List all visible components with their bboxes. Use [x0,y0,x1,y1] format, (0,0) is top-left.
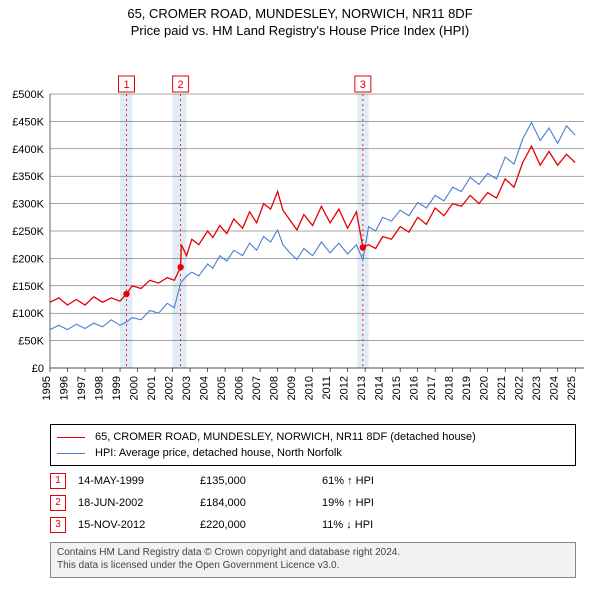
legend: 65, CROMER ROAD, MUNDESLEY, NORWICH, NR1… [50,424,576,466]
x-tick-label: 1996 [59,376,71,400]
title-sub: Price paid vs. HM Land Registry's House … [0,23,600,38]
attribution-footer: Contains HM Land Registry data © Crown c… [50,542,576,578]
event-date: 18-JUN-2002 [78,497,188,509]
x-tick-label: 2011 [321,376,333,400]
event-row: 2 18-JUN-2002 £184,000 19% ↑ HPI [50,492,576,514]
x-tick-label: 2014 [374,376,386,400]
x-tick-label: 2025 [566,376,578,400]
event-price: £220,000 [200,519,310,531]
x-tick-label: 2016 [409,376,421,400]
legend-label: 65, CROMER ROAD, MUNDESLEY, NORWICH, NR1… [95,431,476,443]
x-tick-label: 2007 [251,376,263,400]
y-tick-label: £400K [12,144,44,156]
x-tick-label: 2009 [286,376,298,400]
event-price: £184,000 [200,497,310,509]
x-tick-label: 2001 [146,376,158,400]
x-tick-label: 2018 [444,376,456,400]
x-tick-label: 2012 [339,376,351,400]
event-badge-number: 3 [360,79,366,91]
event-badge-number: 1 [123,79,129,91]
y-tick-label: £150K [12,281,44,293]
x-tick-label: 2024 [549,376,561,400]
chart-svg: £0 £50K £100K £150K £200K £250K £300K £350K £400… [0,38,600,418]
y-tick-label: £50K [18,336,44,348]
event-date: 14-MAY-1999 [78,475,188,487]
x-tick-label: 2020 [479,376,491,400]
y-tick-label: £0 [32,363,44,375]
legend-label: HPI: Average price, detached house, Nort… [95,447,342,459]
y-tick-label: £450K [12,116,44,128]
x-tick-label: 2023 [531,376,543,400]
x-tick-label: 1998 [94,376,106,400]
x-tick-label: 2008 [269,376,281,400]
legend-swatch [57,453,85,454]
x-tick-label: 2005 [216,376,228,400]
legend-row: HPI: Average price, detached house, Nort… [57,445,569,461]
y-tick-label: £250K [12,226,44,238]
title-main: 65, CROMER ROAD, MUNDESLEY, NORWICH, NR1… [0,6,600,21]
x-tick-label: 2006 [234,376,246,400]
x-tick-label: 2000 [129,376,141,400]
event-badge-number: 2 [178,79,184,91]
event-date: 15-NOV-2012 [78,519,188,531]
x-tick-label: 2003 [181,376,193,400]
x-tick-label: 1999 [111,376,123,400]
x-tick-label: 2004 [199,376,211,400]
event-row-badge: 2 [50,495,66,511]
event-price: £135,000 [200,475,310,487]
x-tick-label: 2015 [391,376,403,400]
y-tick-label: £200K [12,253,44,265]
y-tick-label: £100K [12,308,44,320]
event-marker [177,264,183,270]
x-tick-label: 1997 [76,376,88,400]
event-row: 1 14-MAY-1999 £135,000 61% ↑ HPI [50,470,576,492]
event-list: 1 14-MAY-1999 £135,000 61% ↑ HPI 2 18-JUN-200… [50,470,576,536]
x-tick-label: 1995 [41,376,53,400]
event-pct: 11% ↓ HPI [322,519,373,531]
event-row: 3 15-NOV-2012 £220,000 11% ↓ HPI [50,514,576,536]
footer-line-2: This data is licensed under the Open Gov… [57,559,569,572]
legend-swatch [57,437,85,438]
event-marker [360,244,366,250]
x-tick-label: 2017 [426,376,438,400]
x-tick-label: 2010 [304,376,316,400]
x-tick-label: 2002 [164,376,176,400]
x-tick-label: 2019 [461,376,473,400]
legend-row: 65, CROMER ROAD, MUNDESLEY, NORWICH, NR1… [57,429,569,445]
x-tick-label: 2021 [496,376,508,400]
event-marker [123,291,129,297]
chart-area: £0 £50K £100K £150K £200K £250K £300K £350K £400… [0,38,600,418]
event-row-badge: 1 [50,473,66,489]
event-pct: 61% ↑ HPI [322,475,374,487]
y-tick-label: £300K [12,199,44,211]
footer-line-1: Contains HM Land Registry data © Crown c… [57,546,569,559]
y-tick-label: £500K [12,89,44,101]
x-tick-label: 2022 [514,376,526,400]
event-pct: 19% ↑ HPI [322,497,374,509]
event-row-badge: 3 [50,517,66,533]
y-tick-label: £350K [12,171,44,183]
x-tick-label: 2013 [356,376,368,400]
